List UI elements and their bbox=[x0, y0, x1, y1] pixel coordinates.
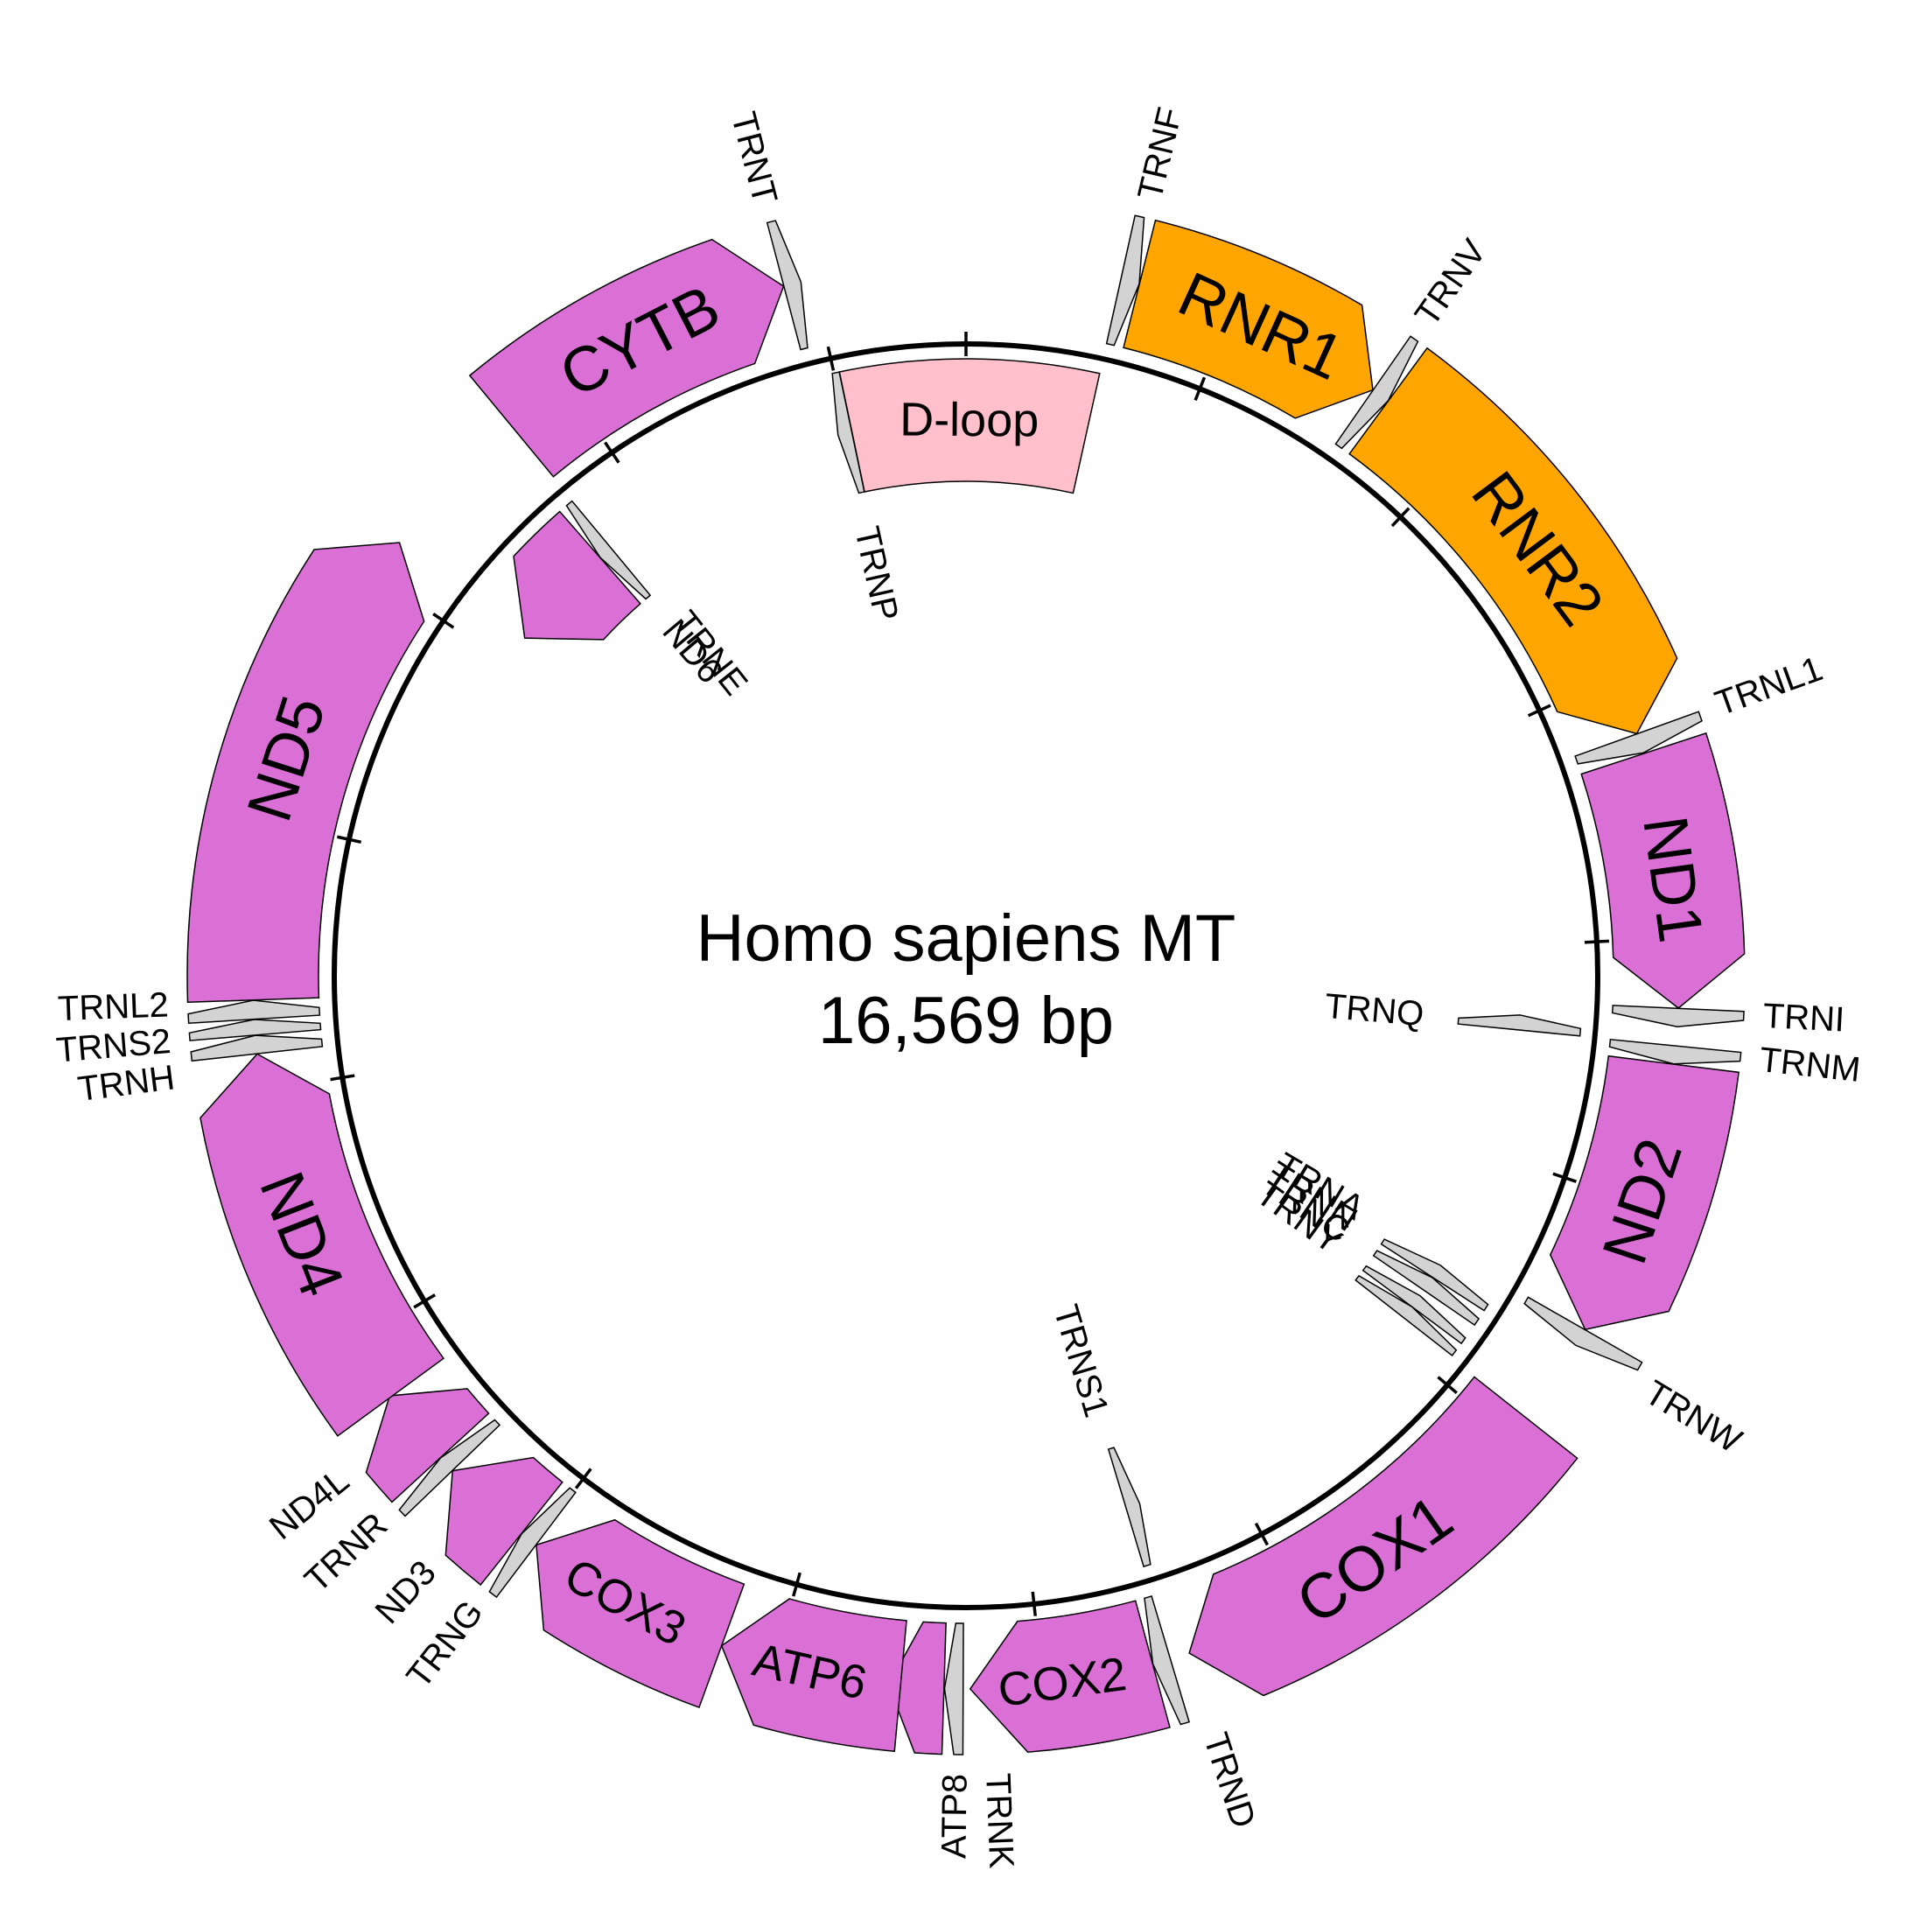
feature-trnl2 bbox=[187, 999, 321, 1025]
feature-trnr bbox=[398, 1419, 501, 1517]
feature-trny bbox=[1354, 1274, 1458, 1357]
diagram-title: Homo sapiens MT bbox=[696, 901, 1236, 976]
feature-trns2 bbox=[188, 1019, 322, 1041]
feature-trns1 bbox=[1107, 1447, 1152, 1568]
feature-cytb bbox=[468, 238, 785, 478]
feature-nd5 bbox=[186, 542, 425, 1004]
feature-label-trnw: TRNW bbox=[1638, 1373, 1748, 1461]
feature-nd2 bbox=[1549, 1055, 1740, 1331]
tick-mark bbox=[336, 835, 362, 844]
tick-mark bbox=[1254, 1522, 1270, 1546]
feature-trnq bbox=[1457, 1014, 1582, 1037]
feature-layer bbox=[186, 214, 1746, 1755]
feature-nd1 bbox=[1580, 732, 1746, 1009]
tick-mark bbox=[1527, 704, 1551, 718]
feature-label-trnt: TRNT bbox=[724, 108, 784, 207]
tick-mark bbox=[1584, 939, 1610, 944]
feature-label-trnm: TRNM bbox=[1758, 1041, 1863, 1090]
feature-label-trnp: TRNP bbox=[847, 523, 906, 625]
gene-label-d-loop: D-loop bbox=[900, 394, 1039, 447]
feature-trnh bbox=[190, 1034, 324, 1062]
feature-trne bbox=[565, 500, 652, 600]
tick-mark bbox=[1437, 1376, 1458, 1394]
feature-trnm bbox=[1608, 1038, 1742, 1065]
feature-rnr1 bbox=[1123, 219, 1374, 419]
tick-mark bbox=[574, 1468, 592, 1489]
feature-atp6 bbox=[720, 1598, 907, 1753]
feature-trnl1 bbox=[1574, 711, 1703, 765]
feature-label-trnd: TRND bbox=[1196, 1728, 1263, 1832]
feature-trnn bbox=[1372, 1250, 1480, 1327]
feature-d-loop bbox=[838, 358, 1101, 494]
feature-trni bbox=[1611, 1005, 1745, 1028]
tick-mark bbox=[604, 441, 620, 464]
tick-mark bbox=[792, 1572, 802, 1597]
tick-mark bbox=[1552, 1172, 1577, 1183]
feature-rnr2 bbox=[1348, 347, 1678, 735]
feature-label-trnq: TRNQ bbox=[1323, 987, 1425, 1034]
feature-trnv bbox=[1334, 335, 1419, 450]
tick-mark bbox=[1390, 507, 1410, 528]
feature-label-trnk: TRNK bbox=[978, 1772, 1020, 1869]
feature-label-trnl2: TRNL2 bbox=[57, 985, 169, 1028]
tick-mark bbox=[330, 1074, 355, 1082]
tick-mark bbox=[1194, 376, 1207, 401]
feature-trnd bbox=[1144, 1595, 1191, 1726]
feature-nd3 bbox=[444, 1456, 564, 1587]
gene-label-nd1: ND1 bbox=[1629, 812, 1716, 947]
feature-label-trnf: TRNF bbox=[1130, 104, 1189, 204]
genome-length: 16,569 bp bbox=[818, 984, 1114, 1058]
backbone-circle bbox=[332, 341, 1600, 1610]
feature-cox1 bbox=[1188, 1376, 1578, 1697]
feature-cox2 bbox=[969, 1600, 1171, 1753]
feature-label-nd3: ND3 bbox=[368, 1553, 443, 1631]
feature-label-trni: TRNI bbox=[1762, 997, 1845, 1040]
tick-mark bbox=[826, 346, 836, 371]
feature-label-trns2: TRNS2 bbox=[55, 1022, 172, 1070]
feature-label-trns1: TRNS1 bbox=[1046, 1300, 1116, 1421]
feature-cox3 bbox=[536, 1518, 746, 1709]
tick-mark bbox=[432, 613, 455, 629]
feature-trnt bbox=[766, 220, 808, 351]
feature-trnf bbox=[1105, 214, 1145, 347]
feature-trng bbox=[488, 1487, 577, 1599]
feature-trnw bbox=[1523, 1296, 1643, 1371]
tick-mark bbox=[413, 1293, 437, 1309]
feature-nd4l bbox=[365, 1388, 490, 1503]
feature-label-trnl1: TRNL1 bbox=[1711, 649, 1828, 723]
backbone-layer bbox=[330, 332, 1610, 1616]
feature-label-atp8: ATP8 bbox=[934, 1774, 974, 1860]
feature-label-trnv: TRNV bbox=[1408, 233, 1494, 333]
tick-mark bbox=[1031, 1591, 1037, 1616]
feature-trnk bbox=[943, 1622, 964, 1755]
feature-nd4 bbox=[200, 1053, 445, 1437]
feature-atp8 bbox=[887, 1621, 947, 1755]
